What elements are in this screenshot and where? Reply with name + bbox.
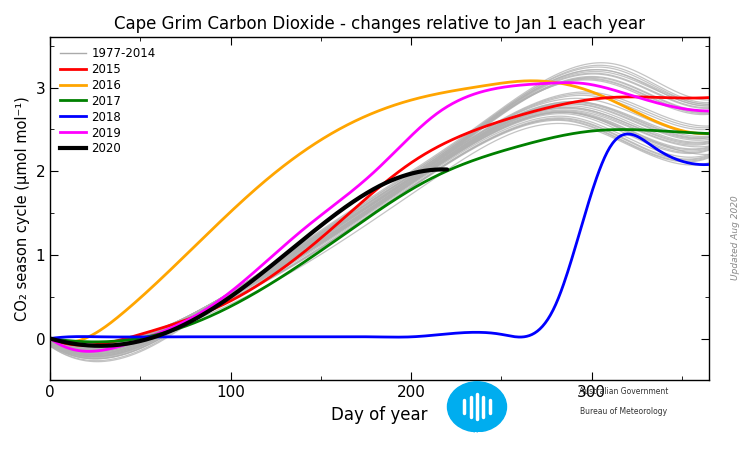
Title: Cape Grim Carbon Dioxide - changes relative to Jan 1 each year: Cape Grim Carbon Dioxide - changes relat…	[114, 15, 645, 33]
Text: Updated Aug 2020: Updated Aug 2020	[731, 196, 740, 280]
X-axis label: Day of year: Day of year	[331, 406, 428, 424]
Y-axis label: CO₂ season cycle (μmol mol⁻¹): CO₂ season cycle (μmol mol⁻¹)	[15, 97, 30, 321]
Legend: 1977-2014, 2015, 2016, 2017, 2018, 2019, 2020: 1977-2014, 2015, 2016, 2017, 2018, 2019,…	[56, 43, 159, 159]
